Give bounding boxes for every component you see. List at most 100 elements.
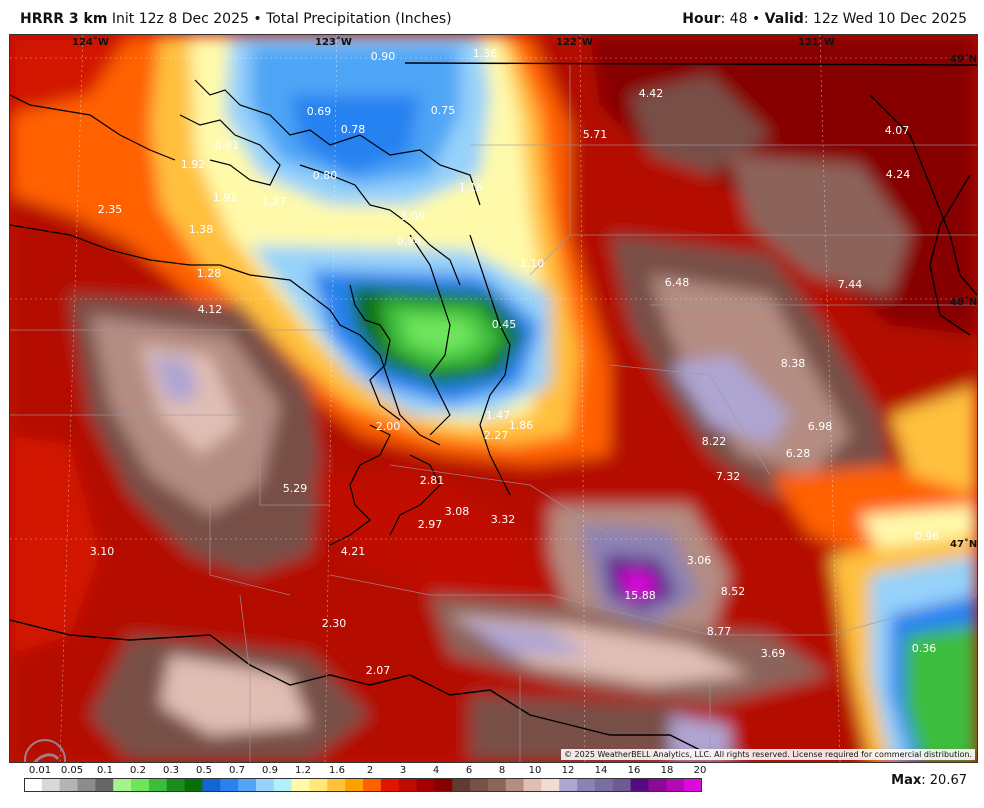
precip-value-label: 1.38: [189, 223, 214, 236]
precip-value-label: 2.07: [366, 664, 391, 677]
county-lines: [10, 65, 977, 762]
colorbar-swatch: [505, 778, 525, 792]
colorbar-swatch: [559, 778, 578, 792]
colorbar-tick-label: 0.2: [130, 765, 146, 776]
precip-value-label: 1.47: [486, 409, 511, 422]
colorbar-swatch: [630, 778, 649, 792]
longitude-labels: 124˚W 123˚W 122˚W 121˚W: [72, 36, 835, 48]
precip-value-label: 2.97: [418, 518, 443, 531]
colorbar-swatch: [523, 778, 542, 792]
colorbar-tick-label: 12: [561, 765, 575, 776]
longitude-label: 124˚W: [72, 36, 109, 48]
precip-value-label: 1.09: [401, 210, 426, 223]
valid-label: Valid: [764, 11, 804, 27]
colorbar-tick-label: 16: [627, 765, 641, 776]
precip-value-label: 8.52: [721, 585, 746, 598]
political-boundaries: [10, 62, 977, 756]
precip-value-label: 8.22: [702, 435, 727, 448]
colorbar-tick-label: 8: [498, 765, 506, 776]
point-value-labels: 0.90 1.36 4.42 0.69 0.75 0.78 5.71 4.07 0.81 1.92…: [90, 47, 940, 677]
precip-value-label: 4.42: [639, 87, 664, 100]
colorbar-tick-label: 1.2: [295, 765, 311, 776]
colorbar-tick-label: 0.01: [28, 765, 52, 776]
colorbar-swatch: [184, 778, 203, 792]
precip-value-label: 2.35: [98, 203, 123, 216]
precip-value-label: 1.36: [473, 47, 498, 60]
precip-value-label: 1.28: [197, 267, 222, 280]
precipitation-colorbar: [24, 778, 702, 792]
colorbar-swatch: [434, 778, 453, 792]
colorbar-swatch: [166, 778, 186, 792]
weatherbell-logo-icon: [24, 739, 66, 762]
colorbar-swatch: [594, 778, 614, 792]
coastline-outlines: [10, 79, 511, 546]
precip-value-label: 1.91: [213, 191, 238, 204]
colorbar-tick-label: 14: [594, 765, 608, 776]
precip-value-label: 2.00: [376, 420, 401, 433]
colorbar-tick-label: 6: [465, 765, 473, 776]
precip-value-label: 0.94: [397, 235, 422, 248]
colorbar-swatch: [684, 778, 702, 792]
colorbar-swatch: [398, 778, 418, 792]
latitude-label: 47˚N: [950, 538, 977, 550]
precip-shading: [10, 35, 977, 762]
precip-value-label: 15.88: [624, 589, 656, 602]
colorbar-tick-label: 2: [366, 765, 374, 776]
hour-label: Hour: [682, 11, 721, 27]
colorbar-swatch: [24, 778, 43, 792]
map-header: HRRR 3 km Init 12z 8 Dec 2025 • Total Pr…: [0, 0, 984, 34]
precip-value-label: 6.98: [808, 420, 833, 433]
init-time: Init 12z 8 Dec 2025: [111, 11, 249, 27]
precipitation-map[interactable]: 124˚W 123˚W 122˚W 121˚W 49˚N 48˚N 47˚N 0.90 1.…: [9, 34, 978, 763]
colorbar-tick-label: 18: [660, 765, 674, 776]
colorbar-swatch: [77, 778, 96, 792]
precip-value-label: 8.77: [707, 625, 732, 638]
colorbar-swatch: [220, 778, 239, 792]
colorbar-swatch: [380, 778, 400, 792]
precip-value-label: 3.69: [761, 647, 786, 660]
latitude-label: 49˚N: [950, 53, 977, 65]
colorbar-swatch: [131, 778, 150, 792]
precip-value-label: 1.16: [459, 181, 484, 194]
colorbar-swatch: [148, 778, 168, 792]
colorbar-swatch: [345, 778, 364, 792]
colorbar-swatch: [612, 778, 632, 792]
longitude-label: 121˚W: [798, 36, 835, 48]
precip-value-label: 0.36: [912, 642, 937, 655]
valid-value: : 12z Wed 10 Dec 2025: [803, 11, 967, 27]
copyright-notice: © 2025 WeatherBELL Analytics, LLC. All r…: [561, 749, 975, 760]
colorbar-swatch: [452, 778, 471, 792]
max-value: : 20.67: [921, 773, 967, 788]
precip-value-label: 4.07: [885, 124, 910, 137]
colorbar-outline: [24, 778, 702, 792]
precip-value-label: 3.06: [687, 554, 712, 567]
colorbar-swatch: [470, 778, 489, 792]
precip-value-label: 1.27: [262, 195, 287, 208]
colorbar-swatch: [666, 778, 685, 792]
hour-value: : 48: [720, 11, 748, 27]
precip-value-label: 0.90: [371, 50, 396, 63]
colorbar-swatch: [309, 778, 328, 792]
latitude-label: 48˚N: [950, 296, 977, 308]
colorbar-tick-label: 1.6: [329, 765, 345, 776]
precip-value-label: 1.92: [181, 158, 206, 171]
precip-value-label: 0.80: [313, 169, 338, 182]
precipitation-map-canvas: 124˚W 123˚W 122˚W 121˚W 49˚N 48˚N 47˚N 0.90 1.…: [10, 35, 977, 762]
valid-separator: •: [751, 11, 761, 27]
colorbar-swatch: [416, 778, 435, 792]
precip-value-label: 5.71: [583, 128, 608, 141]
graticule: [10, 35, 977, 762]
max-label: Max: [891, 773, 922, 788]
precip-value-label: 1.86: [509, 419, 534, 432]
colorbar-tick-label: 4: [432, 765, 440, 776]
colorbar-tick-label: 0.3: [163, 765, 179, 776]
valid-time-info: Hour: 48 • Valid: 12z Wed 10 Dec 2025: [682, 11, 967, 27]
longitude-label: 122˚W: [556, 36, 593, 48]
max-value-readout: Max: 20.67: [891, 773, 967, 788]
precip-value-label: 0.45: [492, 318, 517, 331]
colorbar-tick-label: 0.1: [97, 765, 113, 776]
precip-value-label: 5.29: [283, 482, 308, 495]
precip-value-label: 2.27: [484, 429, 509, 442]
colorbar-swatch: [363, 778, 382, 792]
field-name: Total Precipitation (Inches): [266, 11, 452, 27]
